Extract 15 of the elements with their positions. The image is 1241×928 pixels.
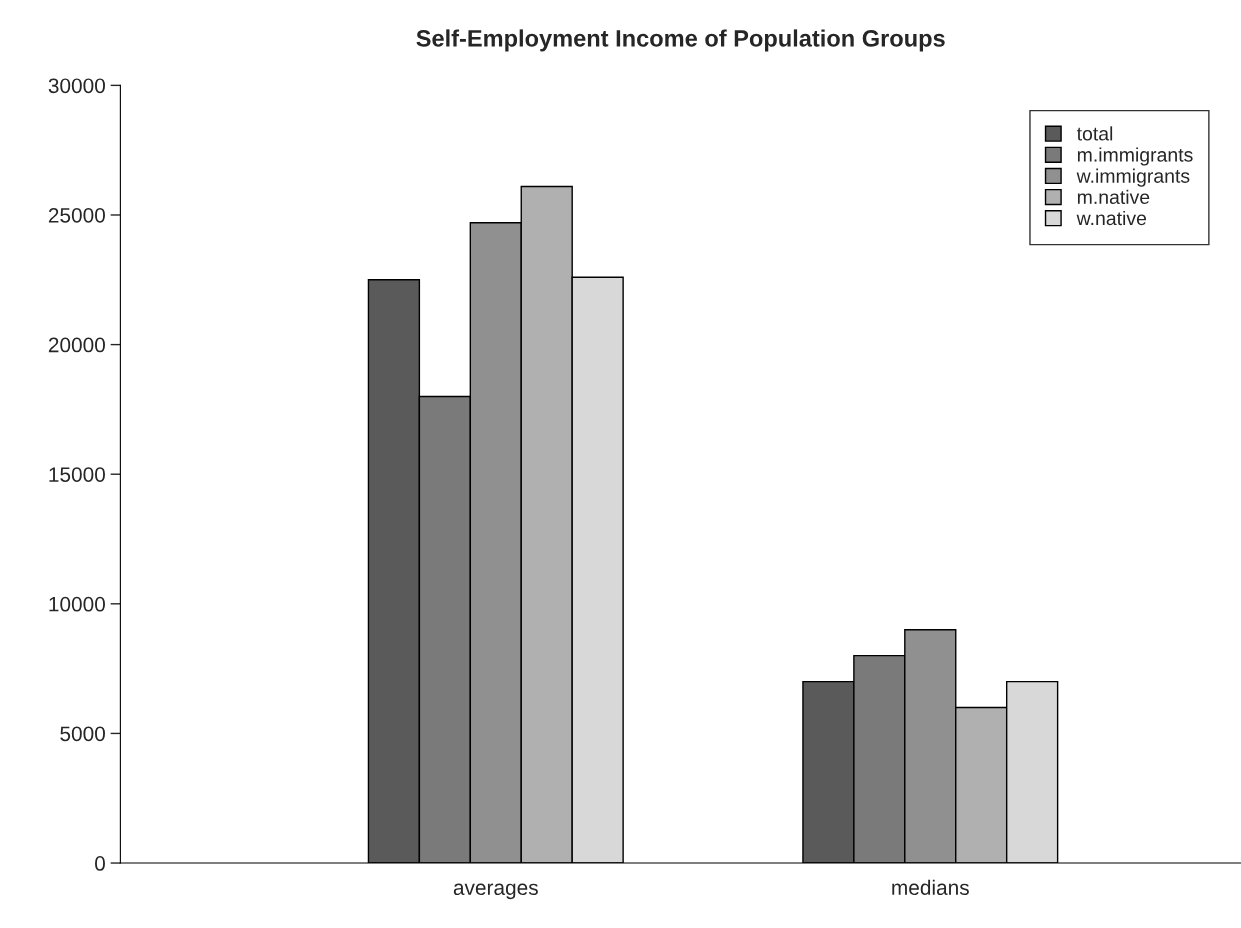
y-tick-label: 15000 xyxy=(49,467,105,482)
y-tick-label: 0 xyxy=(95,856,105,871)
y-tick-label: 5000 xyxy=(60,726,105,742)
legend-label: m.immigrants xyxy=(1077,147,1193,166)
y-tick-label: 30000 xyxy=(48,78,105,94)
x-tick-label: averages xyxy=(453,883,538,900)
chart-title: Self-Employment Income of Population Groups xyxy=(416,29,945,52)
legend-label: total xyxy=(1076,126,1113,141)
y-tick-label: 20000 xyxy=(48,337,105,353)
legend-label: m.native xyxy=(1077,189,1150,205)
y-tick-label: 25000 xyxy=(48,207,105,223)
legend-label: w.native xyxy=(1076,210,1147,226)
legend-label: w.immigrants xyxy=(1076,168,1190,187)
y-tick-label: 10000 xyxy=(49,596,105,612)
x-tick-label: medians xyxy=(892,879,969,896)
